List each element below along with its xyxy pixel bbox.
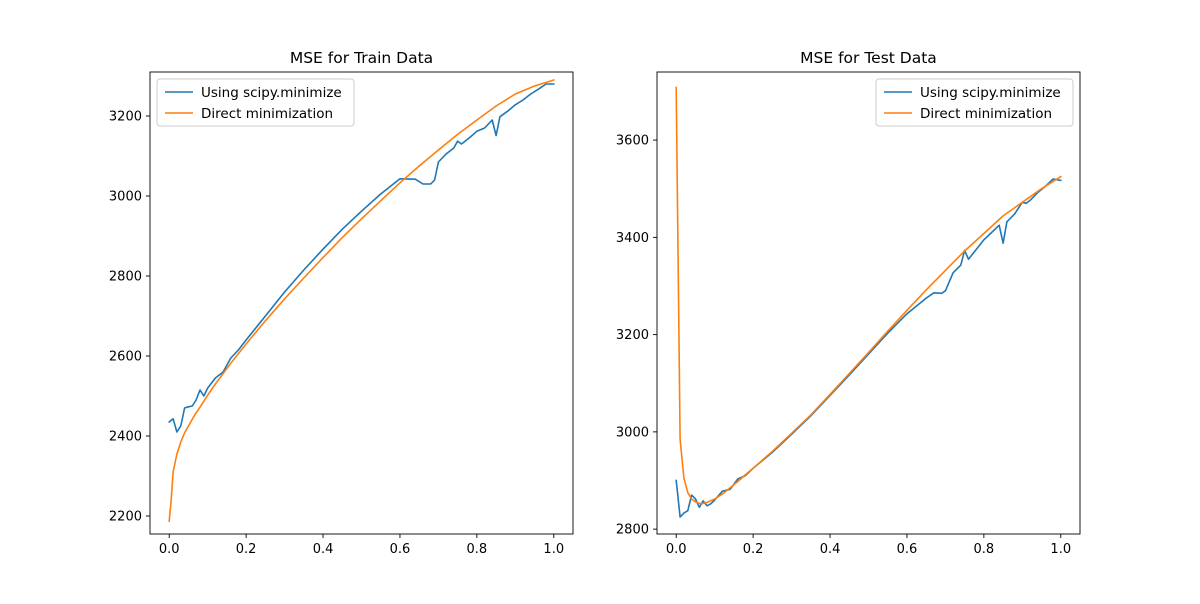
test-legend-box [875,78,1074,127]
test-y-tick-label: 3600 [616,134,649,149]
test-x-tick-label: 0.0 [666,542,687,557]
train-legend: Using scipy.minimize Direct minimization [156,78,355,127]
train-series-line-direct-minimization [168,78,555,523]
test-x-tick-label: 0.6 [897,542,918,557]
test-chart-title: MSE for Test Data [800,49,937,67]
train-y-tick-label: 2400 [109,430,142,445]
train-y-tick-label: 3000 [109,190,142,205]
train-legend-box [156,78,355,127]
test-axes-frame [656,71,1081,535]
train-y-tick-label: 3200 [109,110,142,125]
train-x-tick-label: 0.2 [236,542,257,557]
test-legend-label-using-scipy-minimize: Using scipy.minimize [920,85,1061,101]
train-legend-label-using-scipy-minimize: Using scipy.minimize [201,85,342,101]
test-y-tick-label: 3000 [616,425,649,440]
test-y-tick-label: 2800 [616,523,649,538]
test-x-tick-label: 1.0 [1050,542,1071,557]
train-chart-panel: 0.0 0.2 0.4 0.6 0.8 1.0 2200 2400 2600 2800 3000 32… [109,49,574,557]
train-series-line-using-scipy-minimize [168,83,555,433]
train-chart-title: MSE for Train Data [290,49,433,67]
test-x-tick-label: 0.4 [820,542,841,557]
train-y-tick-label: 2200 [109,510,142,525]
train-series-group [168,78,555,523]
train-x-tick-label: 1.0 [543,542,564,557]
test-series-line-using-scipy-minimize [675,178,1062,518]
test-y-tick-label: 3400 [616,231,649,246]
train-y-tick-label: 2800 [109,270,142,285]
test-x-tick-label: 0.2 [743,542,764,557]
test-legend: Using scipy.minimize Direct minimization [875,78,1074,127]
train-x-tick-label: 0.4 [313,542,334,557]
train-legend-label-direct-minimization: Direct minimization [201,106,333,122]
test-x-tick-label: 0.8 [974,542,995,557]
train-x-tick-label: 0.6 [390,542,411,557]
train-x-tick-label: 0.0 [159,542,180,557]
test-chart-panel: 0.0 0.2 0.4 0.6 0.8 1.0 2800 3000 3200 3400 3600 MS… [616,49,1081,557]
train-x-tick-label: 0.8 [467,542,488,557]
train-y-tick-label: 2600 [109,350,142,365]
train-axes-frame [149,71,574,535]
test-y-tick-label: 3200 [616,328,649,343]
test-series-line-direct-minimization [675,86,1062,505]
test-series-group [675,86,1062,518]
test-legend-label-direct-minimization: Direct minimization [920,106,1052,122]
